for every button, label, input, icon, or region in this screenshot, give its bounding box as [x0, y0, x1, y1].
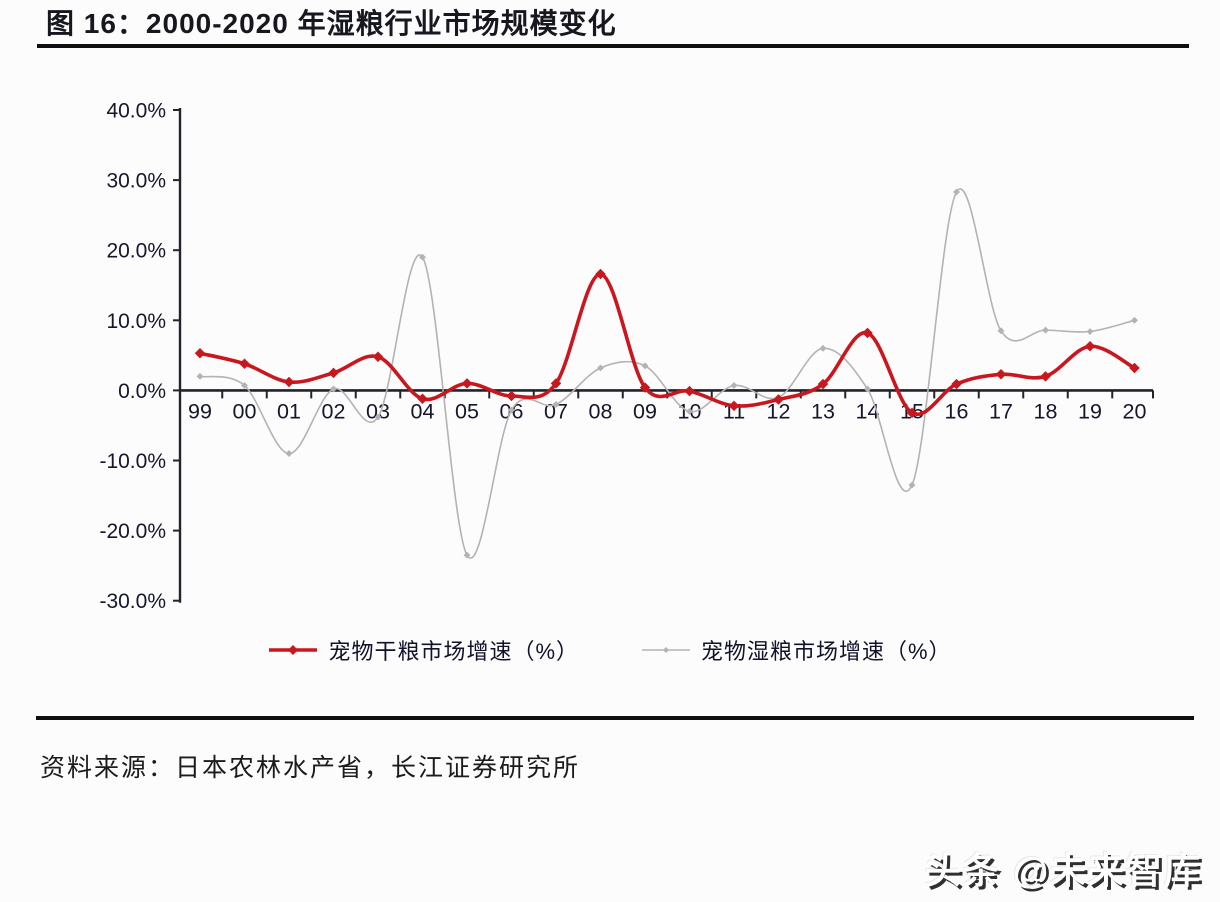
wet-food-growth-line-marker	[685, 407, 694, 415]
wet-food-growth-line-marker	[285, 449, 293, 458]
legend-item-wet-food: 宠物湿粮市场增速（%）	[641, 634, 952, 666]
dry-food-growth-line-marker	[862, 327, 873, 339]
wet-food-growth-line-marker	[730, 381, 738, 390]
wet-food-growth-line-marker	[596, 364, 605, 372]
y-axis-tick-label: -30.0%	[99, 590, 166, 613]
x-axis-tick-label: 18	[1034, 399, 1058, 423]
dry-food-growth-line-marker	[595, 268, 606, 280]
x-axis-tick-label: 19	[1078, 399, 1102, 423]
x-axis-tick-label: 03	[366, 399, 390, 423]
dry-food-growth-line-marker	[1040, 371, 1051, 382]
wet-food-growth-line	[199, 188, 1136, 559]
y-axis-tick-label: 20.0%	[106, 240, 166, 263]
source-attribution: 资料来源：日本农林水产省，长江证券研究所	[40, 754, 581, 782]
x-axis-tick-label: 14	[856, 399, 880, 423]
dry-food-growth-line-marker	[372, 351, 384, 363]
x-axis-tick-label: 20	[1123, 399, 1147, 423]
x-axis-tick-label: 17	[989, 399, 1013, 423]
wet-food-growth-line-marker	[1130, 316, 1139, 324]
x-axis-tick-label: 99	[188, 399, 212, 423]
dry-food-growth-line-marker	[639, 382, 651, 393]
dry-food-growth-line-marker	[995, 368, 1007, 380]
y-axis-tick-label: -20.0%	[99, 520, 166, 543]
legend-marker	[663, 647, 669, 653]
legend-label-wet-food: 宠物湿粮市场增速（%）	[701, 639, 952, 664]
wet-food-growth-line-marker	[863, 385, 872, 393]
dry-food-line-swatch-icon	[269, 645, 318, 655]
dry-food-growth-line-marker	[328, 367, 339, 379]
x-axis-tick-label: 08	[589, 399, 613, 423]
wet-food-growth-line-marker	[374, 413, 382, 421]
dry-food-growth-line-marker	[550, 378, 562, 389]
dry-food-growth-line-marker	[194, 347, 206, 359]
dry-food-growth-line-marker	[506, 390, 517, 402]
legend-marker	[288, 645, 299, 655]
title-underline	[37, 44, 1189, 48]
y-axis-tick-label: 10.0%	[106, 310, 166, 333]
dry-food-growth-line-marker	[817, 378, 829, 390]
legend-label-dry-food: 宠物干粮市场增速（%）	[328, 639, 579, 664]
figure-title: 图 16：2000-2020 年湿粮行业市场规模变化	[46, 8, 617, 39]
dry-food-growth-line-marker	[773, 394, 784, 405]
dry-food-growth-line-marker	[1084, 340, 1096, 352]
y-axis-tick-label: 0.0%	[118, 380, 166, 403]
y-axis-tick-label: 30.0%	[106, 170, 166, 193]
y-axis-tick-label: -10.0%	[99, 450, 166, 473]
x-axis-tick-label: 00	[233, 399, 257, 423]
x-axis-tick-label: 02	[322, 399, 346, 423]
x-axis-tick-label: 13	[811, 399, 835, 423]
x-axis-tick-label: 12	[767, 399, 791, 423]
wet-food-growth-line-marker	[1041, 326, 1050, 334]
dry-food-growth-line	[198, 272, 1137, 417]
dry-food-growth-line-marker	[1129, 362, 1140, 374]
wet-food-growth-line-marker	[463, 551, 471, 559]
x-axis-tick-label: 01	[277, 399, 301, 423]
wet-food-growth-line-marker	[507, 406, 516, 414]
wet-food-growth-line-marker	[952, 188, 961, 196]
watermark-text: 头条 @未来智库	[924, 850, 1202, 891]
x-axis-tick-label: 09	[633, 399, 657, 423]
chart-legend: 宠物干粮市场增速（%） 宠物湿粮市场增速（%）	[0, 634, 1220, 666]
wet-food-growth-line-marker	[641, 362, 649, 370]
y-axis-tick-label: 40.0%	[106, 100, 166, 123]
wet-food-growth-line-marker	[552, 400, 560, 408]
wet-food-growth-line-marker	[819, 344, 827, 352]
wet-food-growth-line-marker	[908, 481, 916, 489]
wet-food-growth-line-marker	[1086, 327, 1094, 336]
x-axis-tick-label: 04	[411, 399, 435, 423]
wet-food-growth-line-marker	[240, 381, 249, 390]
x-axis-tick-label: 05	[455, 399, 479, 423]
x-axis-tick-label: 16	[945, 399, 969, 423]
dry-food-growth-line-marker	[417, 393, 428, 405]
dry-food-growth-line-marker	[728, 400, 740, 412]
dry-food-growth-line-marker	[283, 376, 295, 388]
wet-food-growth-line-marker	[997, 327, 1005, 335]
wet-food-growth-line-marker	[196, 372, 204, 380]
wet-food-growth-line-marker	[329, 385, 338, 393]
dry-food-growth-line-marker	[239, 358, 250, 370]
section-divider	[36, 716, 1194, 720]
dry-food-growth-line-marker	[461, 378, 473, 389]
dry-food-growth-line-marker	[684, 385, 695, 397]
wet-food-line-swatch-icon	[642, 647, 690, 653]
legend-item-dry-food: 宠物干粮市场增速（%）	[268, 634, 579, 666]
dry-food-growth-line-marker	[951, 378, 962, 390]
dry-food-growth-line-marker	[906, 407, 918, 419]
wet-food-growth-line-marker	[418, 253, 427, 261]
